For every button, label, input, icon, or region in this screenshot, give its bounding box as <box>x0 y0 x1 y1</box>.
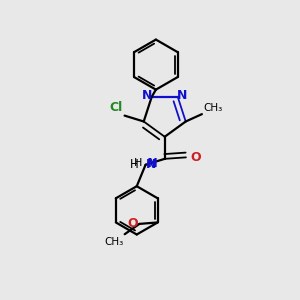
Text: N: N <box>142 89 152 102</box>
Text: H: H <box>130 158 138 171</box>
Text: CH₃: CH₃ <box>104 237 123 247</box>
Text: N: N <box>146 158 156 171</box>
Text: CH₃: CH₃ <box>203 103 223 113</box>
Text: N: N <box>142 157 158 170</box>
Text: Cl: Cl <box>110 101 123 114</box>
Text: O: O <box>127 218 138 230</box>
Text: H: H <box>134 158 142 168</box>
Text: O: O <box>190 151 201 164</box>
Text: N: N <box>177 89 187 102</box>
